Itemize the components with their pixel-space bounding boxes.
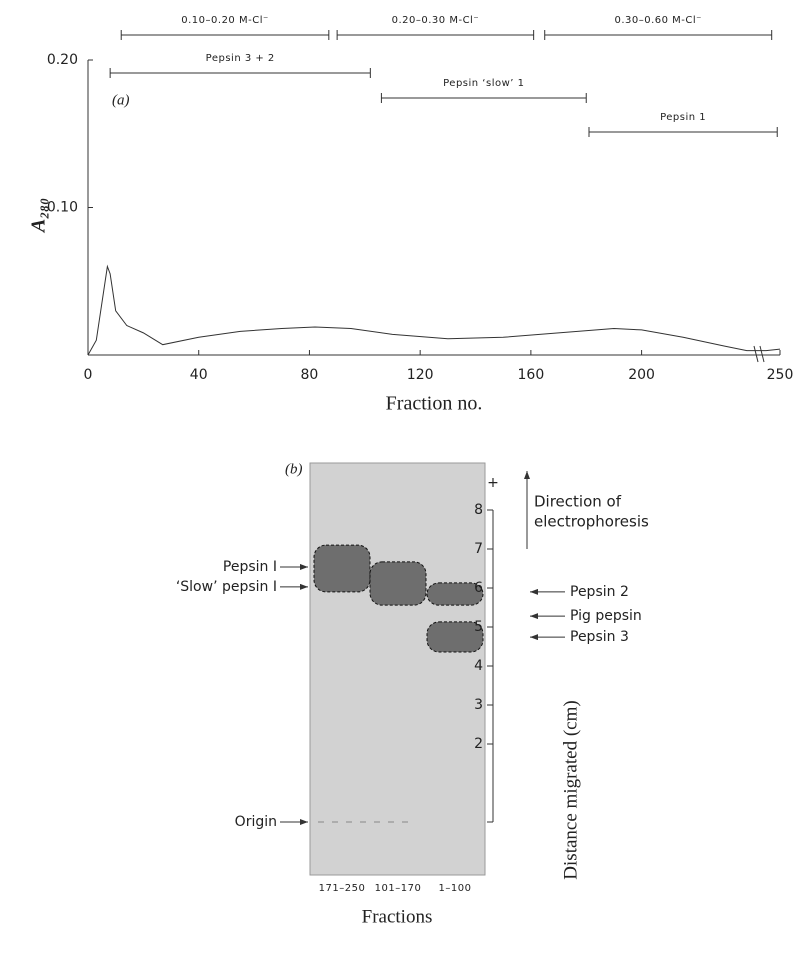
data-line [88,267,780,356]
scale-label: 5 [474,619,483,635]
scale-label: 4 [474,658,483,674]
lane-label: 101–170 [375,883,422,894]
marker-label: Pepsin 2 [570,584,629,600]
scale-label: 2 [474,736,483,752]
lane-label: 1–100 [439,883,472,894]
range-label: 0.30–0.60 M-Cl⁻ [614,15,702,26]
scale-label: 8 [474,502,483,518]
band [314,545,370,592]
figure: 0 40 80 120 160 200 250 0.10 0.20 Fraction no. A₂₈… [0,0,799,954]
band [370,562,426,605]
panel-label: (b) [285,461,303,477]
range-label: Pepsin ‘slow’ 1 [443,78,524,89]
lane-label: 171–250 [319,883,366,894]
axis-break [754,346,758,362]
marker-label: Pepsin I [223,559,277,575]
panel-label: (a) [112,92,130,108]
range-label: 0.20–0.30 M-Cl⁻ [392,15,480,26]
x-tick-label: 0 [84,367,93,383]
y-tick-label: 0.10 [47,200,78,216]
y-axis-title: A₂₈₀ [28,198,50,234]
x-tick-label: 160 [518,367,545,383]
x-tick-label: 250 [767,367,794,383]
x-tick-label: 80 [301,367,319,383]
axis-break [760,346,764,362]
scale-label: 6 [474,580,483,596]
x-axis-title: Fraction no. [386,393,483,415]
top-label: + [487,475,499,491]
direction-label: Direction of [534,493,622,511]
y-tick-label: 0.20 [47,52,78,68]
x-tick-label: 40 [190,367,208,383]
range-label: Pepsin 1 [660,112,706,123]
scale-label: 3 [474,697,483,713]
marker-label: Pig pepsin [570,608,642,624]
range-label: Pepsin 3 + 2 [206,53,275,64]
x-tick-label: 120 [407,367,434,383]
range-label: 0.10–0.20 M-Cl⁻ [181,15,269,26]
marker-label: Pepsin 3 [570,629,629,645]
x-axis-title: Fractions [362,906,433,927]
scale-label: 7 [474,541,483,557]
x-tick-label: 200 [628,367,655,383]
direction-label: electrophoresis [534,513,649,531]
gel [310,463,485,875]
y-axis-title: Distance migrated (cm) [560,700,581,879]
marker-label: ‘Slow’ pepsin I [176,579,277,595]
marker-label: Origin [235,814,277,830]
